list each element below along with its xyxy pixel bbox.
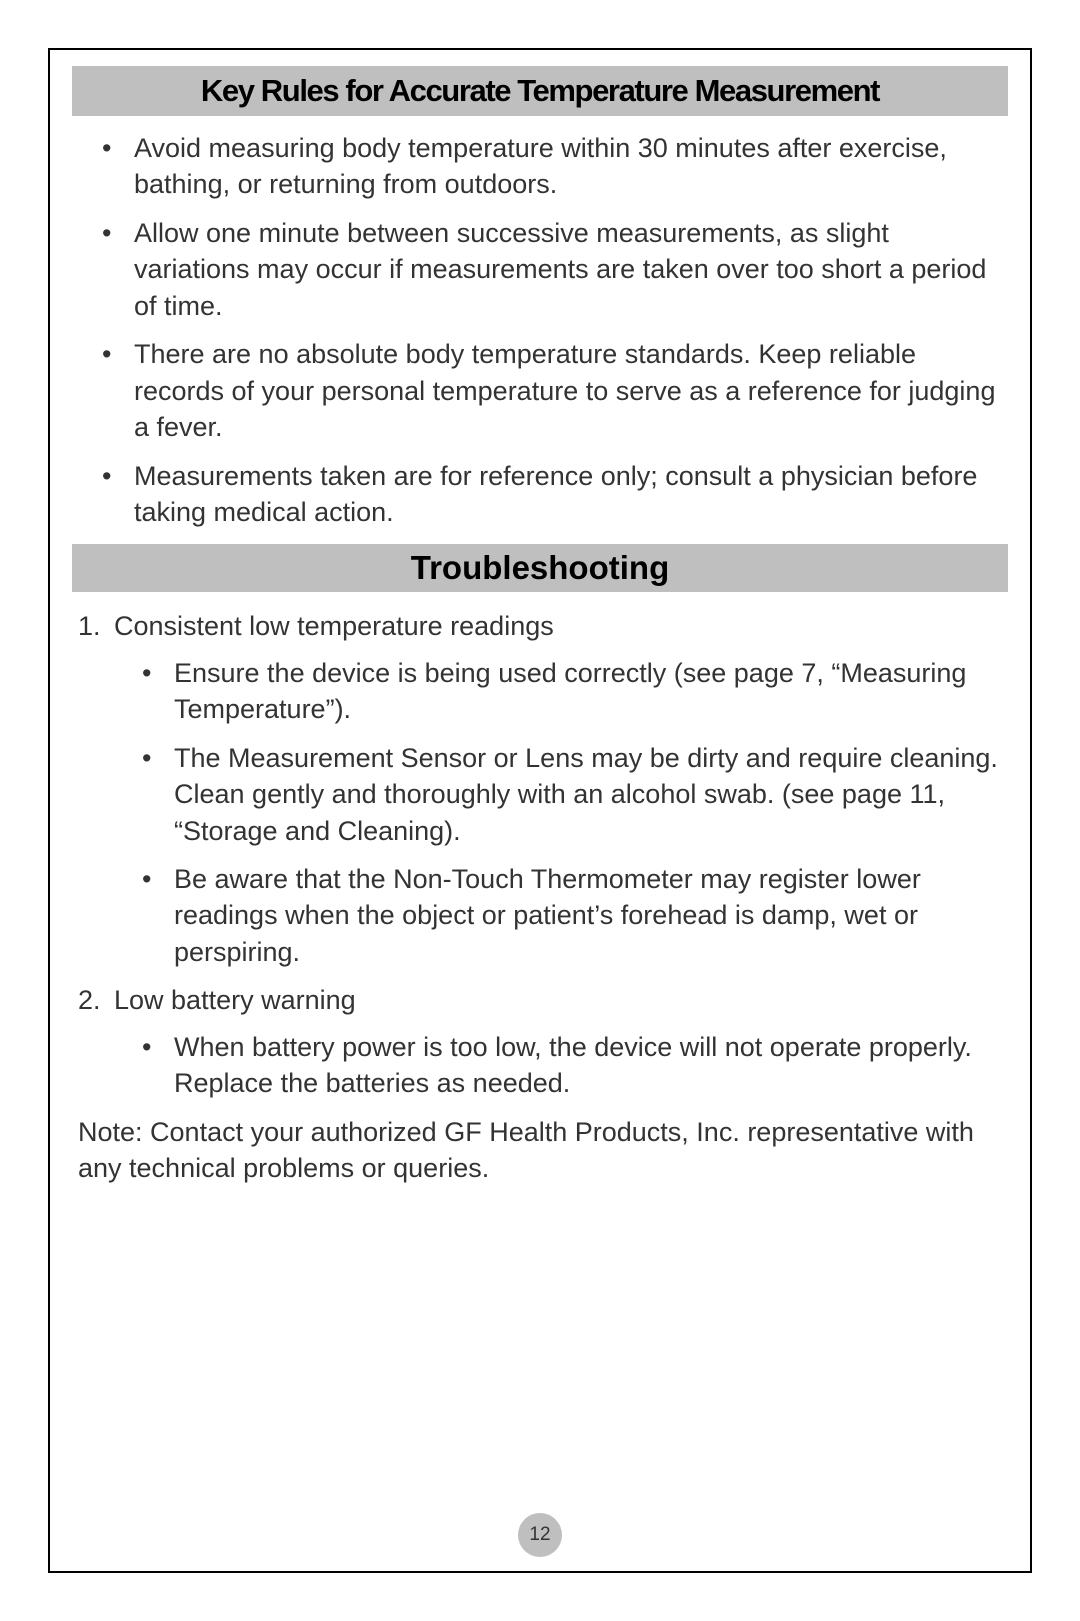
list-item: There are no absolute body temperature s… <box>102 336 1008 445</box>
page-content: Key Rules for Accurate Temperature Measu… <box>66 66 1014 1187</box>
page-number-text: 12 <box>529 1524 550 1546</box>
section-heading-key-rules: Key Rules for Accurate Temperature Measu… <box>72 66 1008 116</box>
list-item: The Measurement Sensor or Lens may be di… <box>142 740 1008 849</box>
numbered-item: Low battery warning When battery power i… <box>78 982 1008 1101</box>
numbered-item: Consistent low temperature readings Ensu… <box>78 608 1008 970</box>
list-item: Avoid measuring body temperature within … <box>102 130 1008 203</box>
list-item: Be aware that the Non-Touch Thermometer … <box>142 861 1008 970</box>
troubleshooting-list: Consistent low temperature readings Ensu… <box>72 608 1008 1101</box>
sub-list: Ensure the device is being used correctl… <box>114 655 1008 971</box>
note-text: Note: Contact your authorized GF Health … <box>72 1114 1008 1187</box>
list-item: When battery power is too low, the devic… <box>142 1029 1008 1102</box>
numbered-item-title: Low battery warning <box>114 985 356 1015</box>
section-heading-troubleshooting: Troubleshooting <box>72 544 1008 592</box>
sub-list: When battery power is too low, the devic… <box>114 1029 1008 1102</box>
list-item: Ensure the device is being used correctl… <box>142 655 1008 728</box>
list-item: Measurements taken are for reference onl… <box>102 458 1008 531</box>
key-rules-list: Avoid measuring body temperature within … <box>72 130 1008 530</box>
list-item: Allow one minute between successive meas… <box>102 215 1008 324</box>
page-number-badge: 12 <box>518 1513 562 1557</box>
numbered-item-title: Consistent low temperature readings <box>114 611 554 641</box>
